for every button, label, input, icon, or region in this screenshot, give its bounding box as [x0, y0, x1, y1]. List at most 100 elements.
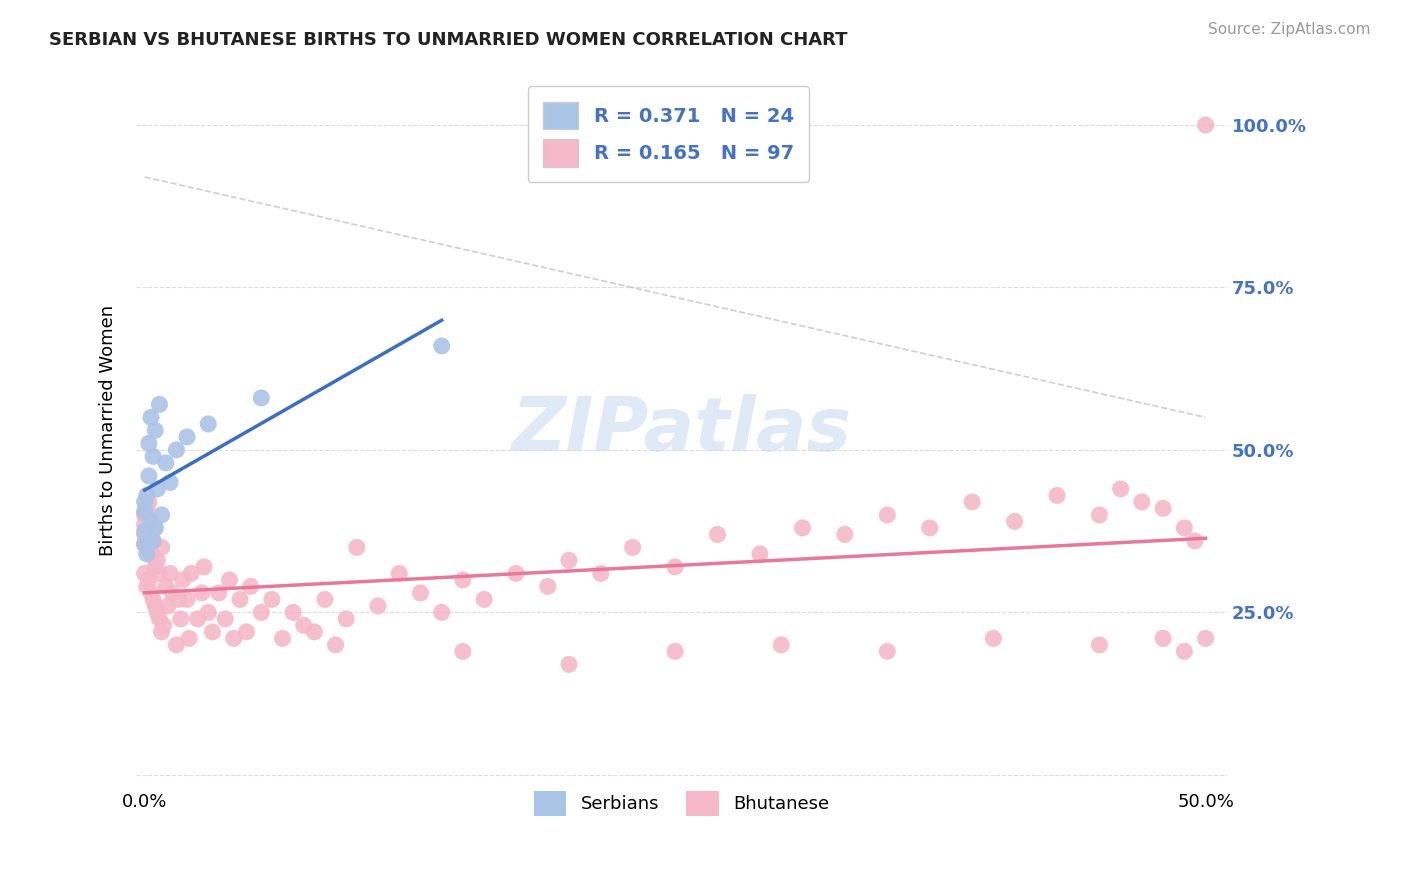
Point: [167, 592, 190, 607]
Point: [706, 527, 728, 541]
Point: [770, 638, 793, 652]
Point: [179, 632, 201, 646]
Point: [142, 533, 165, 548]
Point: [146, 606, 169, 620]
Point: [139, 547, 162, 561]
Point: [159, 566, 181, 581]
Point: [271, 632, 294, 646]
Point: [146, 482, 169, 496]
Point: [1088, 508, 1111, 522]
Point: [143, 424, 166, 438]
Point: [1194, 118, 1216, 132]
Point: [325, 638, 347, 652]
Point: [664, 560, 686, 574]
Point: [876, 644, 898, 658]
Point: [134, 508, 156, 522]
Point: [139, 515, 162, 529]
Point: [214, 612, 236, 626]
Point: [197, 417, 219, 431]
Point: [664, 644, 686, 658]
Point: [191, 586, 214, 600]
Point: [135, 579, 157, 593]
Point: [239, 579, 262, 593]
Point: [165, 638, 187, 652]
Point: [160, 586, 183, 600]
Point: [143, 599, 166, 613]
Point: [134, 524, 156, 538]
Point: [1173, 521, 1195, 535]
Point: [537, 579, 560, 593]
Point: [176, 592, 198, 607]
Point: [1152, 501, 1174, 516]
Point: [451, 573, 474, 587]
Point: [146, 553, 169, 567]
Point: [749, 547, 772, 561]
Point: [505, 566, 527, 581]
Point: [983, 632, 1005, 646]
Point: [134, 566, 156, 581]
Point: [193, 560, 215, 574]
Point: [235, 624, 257, 639]
Point: [148, 566, 170, 581]
Point: [176, 430, 198, 444]
Text: ZIPatlas: ZIPatlas: [512, 394, 852, 467]
Point: [155, 579, 177, 593]
Point: [430, 339, 453, 353]
Y-axis label: Births to Unmarried Women: Births to Unmarried Women: [100, 305, 117, 556]
Point: [142, 533, 165, 548]
Point: [138, 573, 160, 587]
Point: [148, 612, 170, 626]
Point: [430, 606, 453, 620]
Point: [139, 410, 162, 425]
Point: [180, 566, 202, 581]
Point: [208, 586, 231, 600]
Point: [960, 495, 983, 509]
Point: [409, 586, 432, 600]
Point: [135, 501, 157, 516]
Point: [201, 624, 224, 639]
Point: [260, 592, 283, 607]
Point: [169, 612, 191, 626]
Point: [281, 606, 304, 620]
Point: [150, 541, 173, 555]
Point: [138, 495, 160, 509]
Point: [218, 573, 240, 587]
Point: [156, 599, 179, 613]
Point: [1184, 533, 1206, 548]
Point: [1109, 482, 1132, 496]
Point: [1152, 632, 1174, 646]
Point: [134, 537, 156, 551]
Point: [558, 553, 581, 567]
Point: [165, 442, 187, 457]
Point: [197, 606, 219, 620]
Point: [250, 391, 273, 405]
Point: [367, 599, 389, 613]
Point: [134, 527, 156, 541]
Point: [143, 521, 166, 535]
Point: [314, 592, 336, 607]
Legend: Serbians, Bhutanese: Serbians, Bhutanese: [524, 781, 838, 825]
Point: [135, 488, 157, 502]
Point: [135, 547, 157, 561]
Point: [472, 592, 495, 607]
Text: Source: ZipAtlas.com: Source: ZipAtlas.com: [1208, 22, 1371, 37]
Point: [187, 612, 209, 626]
Point: [134, 495, 156, 509]
Point: [1194, 632, 1216, 646]
Point: [148, 397, 170, 411]
Point: [139, 515, 162, 529]
Point: [621, 541, 644, 555]
Text: SERBIAN VS BHUTANESE BIRTHS TO UNMARRIED WOMEN CORRELATION CHART: SERBIAN VS BHUTANESE BIRTHS TO UNMARRIED…: [49, 31, 848, 49]
Point: [139, 586, 162, 600]
Point: [1173, 644, 1195, 658]
Point: [1130, 495, 1153, 509]
Point: [152, 618, 174, 632]
Point: [155, 456, 177, 470]
Point: [1046, 488, 1069, 502]
Point: [142, 592, 165, 607]
Point: [159, 475, 181, 490]
Point: [142, 450, 165, 464]
Point: [918, 521, 941, 535]
Point: [388, 566, 411, 581]
Point: [229, 592, 252, 607]
